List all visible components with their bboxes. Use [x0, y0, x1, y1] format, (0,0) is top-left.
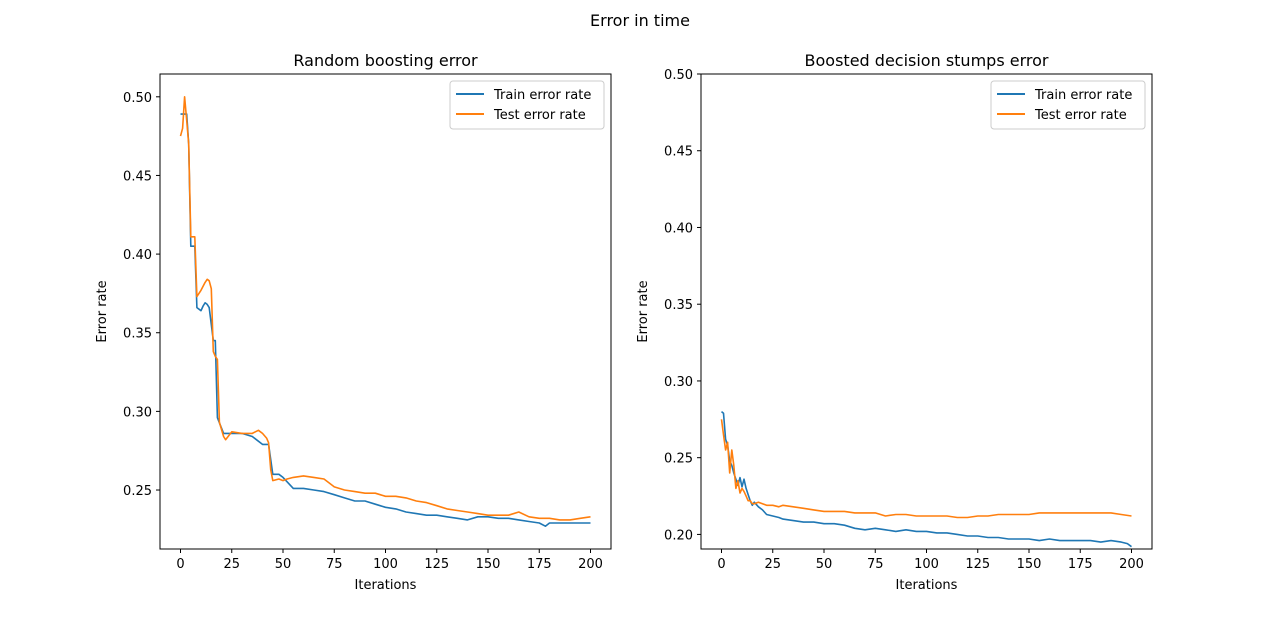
x-axis-label: Iterations — [896, 578, 958, 593]
y-axis-label: Error rate — [95, 280, 110, 342]
y-tick-label: 0.25 — [123, 484, 152, 499]
x-tick-label: 25 — [764, 557, 781, 572]
x-tick-label: 0 — [176, 557, 184, 572]
figure-suptitle: Error in time — [590, 11, 690, 30]
chart-panel-1: 0 25 50 75 100 125 150 175 200 0.25 0.30 0.35 0.40 0.… — [95, 51, 612, 593]
chart-panel-2: 0 25 50 75 100 125 150 175 200 0.20 0.25 0.30 0.35 0.… — [636, 51, 1153, 593]
x-tick-label: 75 — [326, 557, 343, 572]
x-tick-label: 200 — [1119, 557, 1144, 572]
x-tick-label: 25 — [223, 557, 240, 572]
legend-frame — [449, 80, 605, 130]
legend-label: Test error rate — [1034, 108, 1127, 123]
x-tick-label: 75 — [867, 557, 884, 572]
x-tick-label: 150 — [476, 557, 501, 572]
x-axis-label: Iterations — [355, 578, 417, 593]
legend-label: Test error rate — [493, 108, 586, 123]
plot-area-frame — [159, 73, 612, 550]
y-tick-label: 0.20 — [664, 528, 693, 543]
series-line-train — [721, 410, 1132, 548]
y-tick-label: 0.25 — [664, 452, 693, 467]
series-line-train — [180, 113, 591, 528]
chart-title: Random boosting error — [293, 51, 478, 70]
x-tick-label: 200 — [578, 557, 603, 572]
y-tick-label: 0.50 — [123, 91, 152, 106]
legend-label: Train error rate — [1034, 88, 1132, 103]
plot-area-frame — [700, 73, 1153, 550]
legend-frame — [990, 80, 1146, 130]
chart-title: Boosted decision stumps error — [805, 51, 1049, 70]
x-tick-label: 175 — [527, 557, 552, 572]
y-tick-label: 0.30 — [664, 375, 693, 390]
x-tick-label: 175 — [1068, 557, 1093, 572]
series-line-test — [720, 419, 1132, 519]
y-tick-label: 0.40 — [664, 221, 693, 236]
y-tick-label: 0.40 — [123, 248, 152, 263]
x-tick-label: 100 — [373, 557, 398, 572]
y-tick-label: 0.45 — [123, 169, 152, 184]
y-tick-label: 0.35 — [664, 298, 693, 313]
series-line-test — [179, 96, 591, 521]
x-tick-label: 125 — [965, 557, 990, 572]
x-tick-label: 50 — [275, 557, 292, 572]
x-tick-label: 125 — [424, 557, 449, 572]
y-tick-label: 0.35 — [123, 327, 152, 342]
legend: Train error rate Test error rate — [990, 80, 1146, 130]
legend: Train error rate Test error rate — [449, 80, 605, 130]
y-tick-label: 0.50 — [664, 68, 693, 83]
x-tick-label: 50 — [816, 557, 833, 572]
x-tick-label: 150 — [1017, 557, 1042, 572]
y-tick-label: 0.30 — [123, 405, 152, 420]
x-tick-label: 0 — [717, 557, 725, 572]
legend-label: Train error rate — [493, 88, 591, 103]
y-tick-label: 0.45 — [664, 145, 693, 160]
x-tick-label: 100 — [914, 557, 939, 572]
y-axis-label: Error rate — [636, 280, 651, 342]
